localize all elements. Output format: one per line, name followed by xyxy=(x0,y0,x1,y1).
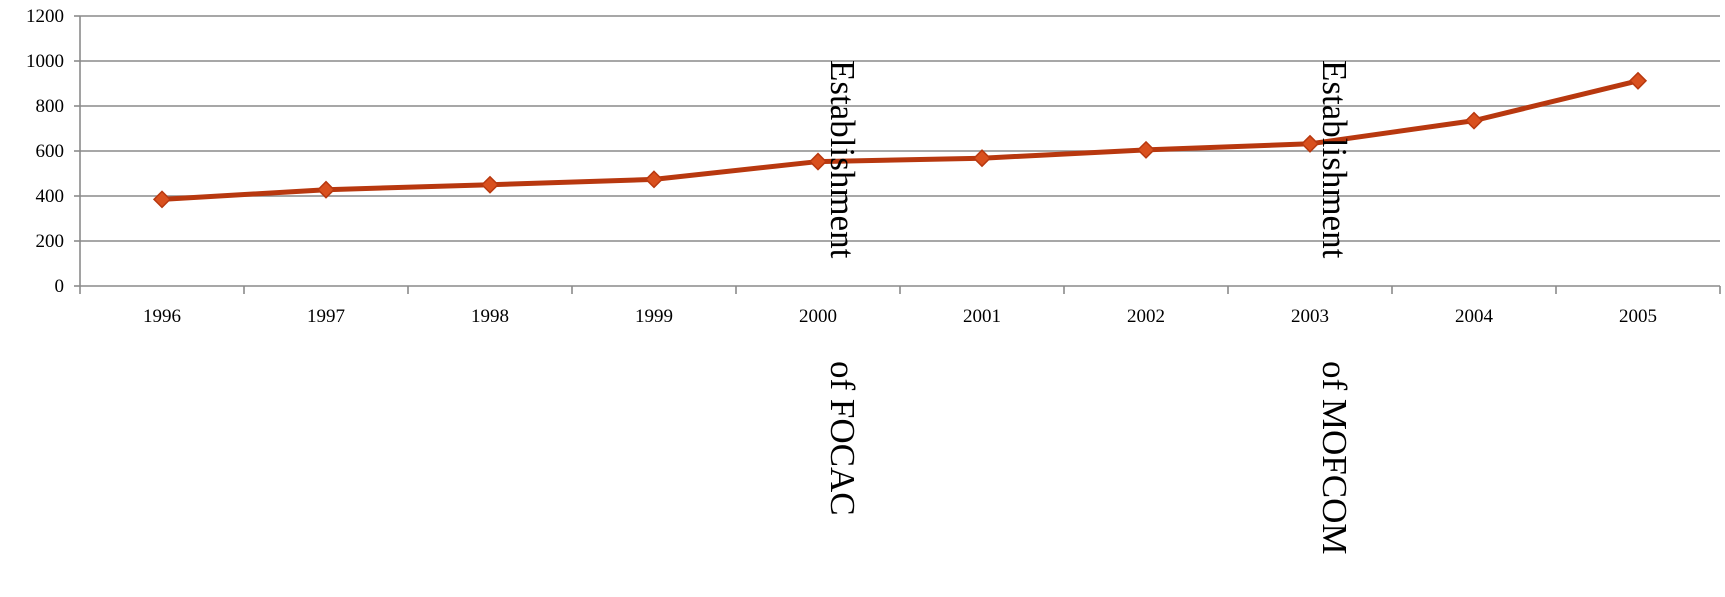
series-line-path xyxy=(159,78,1641,202)
data-point-marker xyxy=(152,190,172,209)
x-tick-label: 1996 xyxy=(143,306,181,327)
x-tick-label: 2004 xyxy=(1455,306,1494,327)
x-tick-label: 1998 xyxy=(471,306,509,327)
y-tick-label: 600 xyxy=(36,141,65,162)
annotations: Establishment of FOCAC Establishment of MOF… xyxy=(823,60,1354,555)
x-tick-label: 2002 xyxy=(1127,306,1165,327)
gridlines xyxy=(80,15,1720,242)
annotation-line-2: of MOFCOM xyxy=(1315,361,1354,555)
annotation-line-1: Establishment xyxy=(823,60,862,259)
series-markers xyxy=(152,71,1648,209)
data-point-marker xyxy=(316,180,336,199)
x-tick-label: 2003 xyxy=(1291,306,1329,327)
annotation-line-2: of FOCAC xyxy=(823,361,862,516)
axes xyxy=(74,15,1721,294)
x-tick-label: 2001 xyxy=(963,306,1001,327)
data-point-marker xyxy=(480,175,500,194)
x-tick-labels: 1996 1997 1998 1999 2000 2001 2002 2003 2004 2005 xyxy=(143,306,1657,327)
annotation-2: Establishment of MOFCOM xyxy=(1315,60,1354,555)
x-tick-label: 1999 xyxy=(635,306,673,327)
series-line xyxy=(159,78,1641,202)
data-point-marker xyxy=(1300,134,1320,153)
data-point-marker xyxy=(1136,140,1156,159)
annotation-1: Establishment of FOCAC xyxy=(823,60,862,516)
data-point-marker xyxy=(972,149,992,168)
y-tick-labels: 0 200 400 600 800 1000 1200 xyxy=(26,6,64,297)
y-tick-label: 800 xyxy=(36,96,65,117)
y-tick-label: 400 xyxy=(36,186,65,207)
y-tick-label: 200 xyxy=(36,231,65,252)
data-point-marker xyxy=(644,170,664,189)
y-tick-label: 1200 xyxy=(26,6,64,27)
data-point-marker xyxy=(1464,111,1484,130)
data-point-marker xyxy=(808,152,828,171)
x-tick-label: 1997 xyxy=(307,306,345,327)
x-tick-label: 2005 xyxy=(1619,306,1657,327)
annotation-line-1: Establishment xyxy=(1315,60,1354,259)
data-point-marker xyxy=(1628,71,1648,90)
y-tick-label: 1000 xyxy=(26,51,64,72)
x-tick-label: 2000 xyxy=(799,306,837,327)
y-tick-label: 0 xyxy=(55,276,65,297)
